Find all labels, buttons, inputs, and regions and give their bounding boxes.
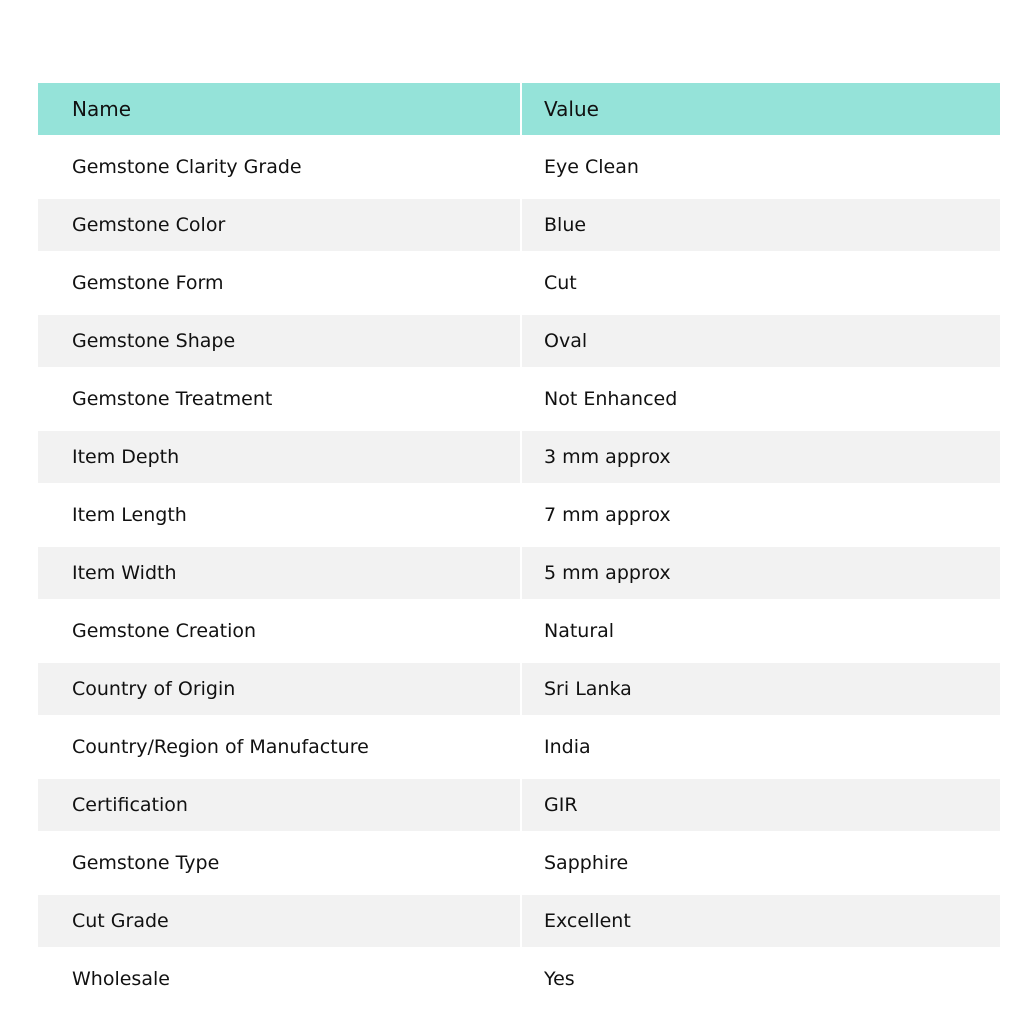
table-row: Gemstone Shape Oval [38,315,1000,367]
cell-name: Country of Origin [38,663,522,715]
table-row: Item Width 5 mm approx [38,547,1000,599]
cell-value: Eye Clean [544,156,639,178]
cell-value: 3 mm approx [522,431,1000,483]
header-name: Name [38,83,522,135]
cell-value: Oval [522,315,1000,367]
cell-name: Gemstone Shape [38,315,522,367]
cell-value: Sri Lanka [522,663,1000,715]
cell-value: India [544,736,591,758]
specifications-table: Name Value Gemstone Clarity Grade Eye Cle… [38,77,1000,1011]
cell-value: Excellent [522,895,1000,947]
cell-name: Country/Region of Manufacture [38,721,522,773]
table-row: Item Length 7 mm approx [38,489,1000,541]
cell-name: Gemstone Type [38,837,522,889]
cell-value: Sapphire [544,852,629,874]
cell-value: Natural [544,620,615,642]
cell-name: Item Depth [38,431,522,483]
cell-value: 7 mm approx [544,504,671,526]
cell-name: Gemstone Creation [38,605,522,657]
cell-name: Gemstone Clarity Grade [38,141,522,193]
cell-name: Item Width [38,547,522,599]
table-row: Country of Origin Sri Lanka [38,663,1000,715]
header-value: Value [522,83,1000,135]
table-row: Gemstone Clarity Grade Eye Clean [38,141,1000,193]
table-row: Gemstone Form Cut [38,257,1000,309]
cell-value: Cut [544,272,577,294]
table-header-row: Name Value [38,83,1000,135]
cell-name: Gemstone Color [38,199,522,251]
cell-name: Item Length [38,489,522,541]
table-row: Gemstone Creation Natural [38,605,1000,657]
cell-name: Cut Grade [38,895,522,947]
table-row: Item Depth 3 mm approx [38,431,1000,483]
cell-value: GIR [522,779,1000,831]
table-row: Gemstone Type Sapphire [38,837,1000,889]
table-row: Gemstone Treatment Not Enhanced [38,373,1000,425]
cell-name: Certification [38,779,522,831]
table-row: Certification GIR [38,779,1000,831]
cell-value: 5 mm approx [522,547,1000,599]
cell-name: Gemstone Treatment [38,373,522,425]
table-row: Country/Region of Manufacture India [38,721,1000,773]
cell-value: Blue [522,199,1000,251]
table-row: Cut Grade Excellent [38,895,1000,947]
cell-value: Not Enhanced [544,388,678,410]
cell-name: Gemstone Form [38,257,522,309]
table-row: Wholesale Yes [38,953,1000,1005]
cell-value: Yes [544,968,575,990]
cell-name: Wholesale [38,953,522,1005]
table-row: Gemstone Color Blue [38,199,1000,251]
